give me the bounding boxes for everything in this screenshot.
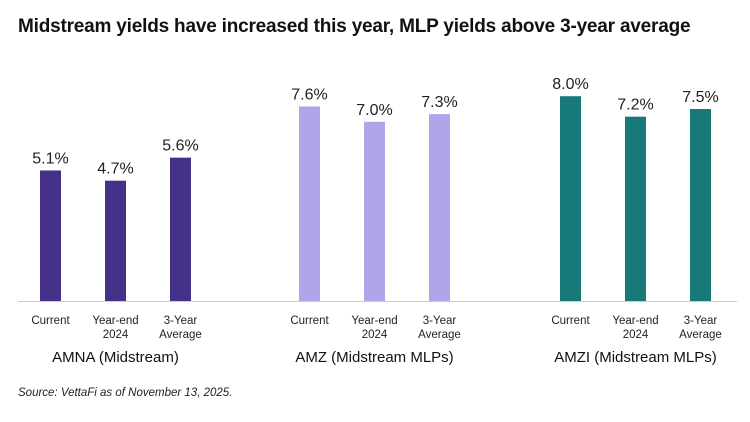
bar xyxy=(105,180,126,301)
bar xyxy=(40,170,61,301)
group-label: AMZI (Midstream MLPs) xyxy=(554,349,717,366)
group-label: AMZ (Midstream MLPs) xyxy=(295,349,453,366)
category-label: 3-Year xyxy=(164,315,198,327)
category-label: Year-end xyxy=(92,315,138,327)
data-label: 5.1% xyxy=(32,150,68,167)
data-label: 7.3% xyxy=(421,94,457,111)
data-label: 7.6% xyxy=(291,86,327,103)
category-label: 3-Year xyxy=(423,315,457,327)
data-label: 7.5% xyxy=(682,89,718,106)
bar xyxy=(299,106,320,301)
category-label: 2024 xyxy=(623,329,649,341)
category-label: Year-end xyxy=(612,315,658,327)
bar xyxy=(690,109,711,301)
category-label: 3-Year xyxy=(684,315,718,327)
source-note: Source: VettaFi as of November 13, 2025. xyxy=(18,387,233,399)
category-label: Average xyxy=(159,329,202,341)
data-label: 7.0% xyxy=(356,102,392,119)
category-label: Current xyxy=(31,315,70,327)
group-label: AMNA (Midstream) xyxy=(52,349,179,366)
category-label: 2024 xyxy=(103,329,129,341)
chart-title: Midstream yields have increased this yea… xyxy=(18,16,691,37)
data-label: 4.7% xyxy=(97,161,133,178)
data-label: 5.6% xyxy=(162,138,198,155)
category-label: Year-end xyxy=(351,315,397,327)
bar xyxy=(429,114,450,302)
category-label: Current xyxy=(551,315,590,327)
data-label: 8.0% xyxy=(552,76,588,93)
data-label: 7.2% xyxy=(617,97,653,114)
bar xyxy=(170,157,191,301)
category-label: Current xyxy=(290,315,329,327)
bar xyxy=(625,116,646,302)
category-label: 2024 xyxy=(362,329,388,341)
bar xyxy=(560,96,581,301)
category-label: Average xyxy=(679,329,722,341)
bar xyxy=(364,121,385,301)
category-label: Average xyxy=(418,329,461,341)
